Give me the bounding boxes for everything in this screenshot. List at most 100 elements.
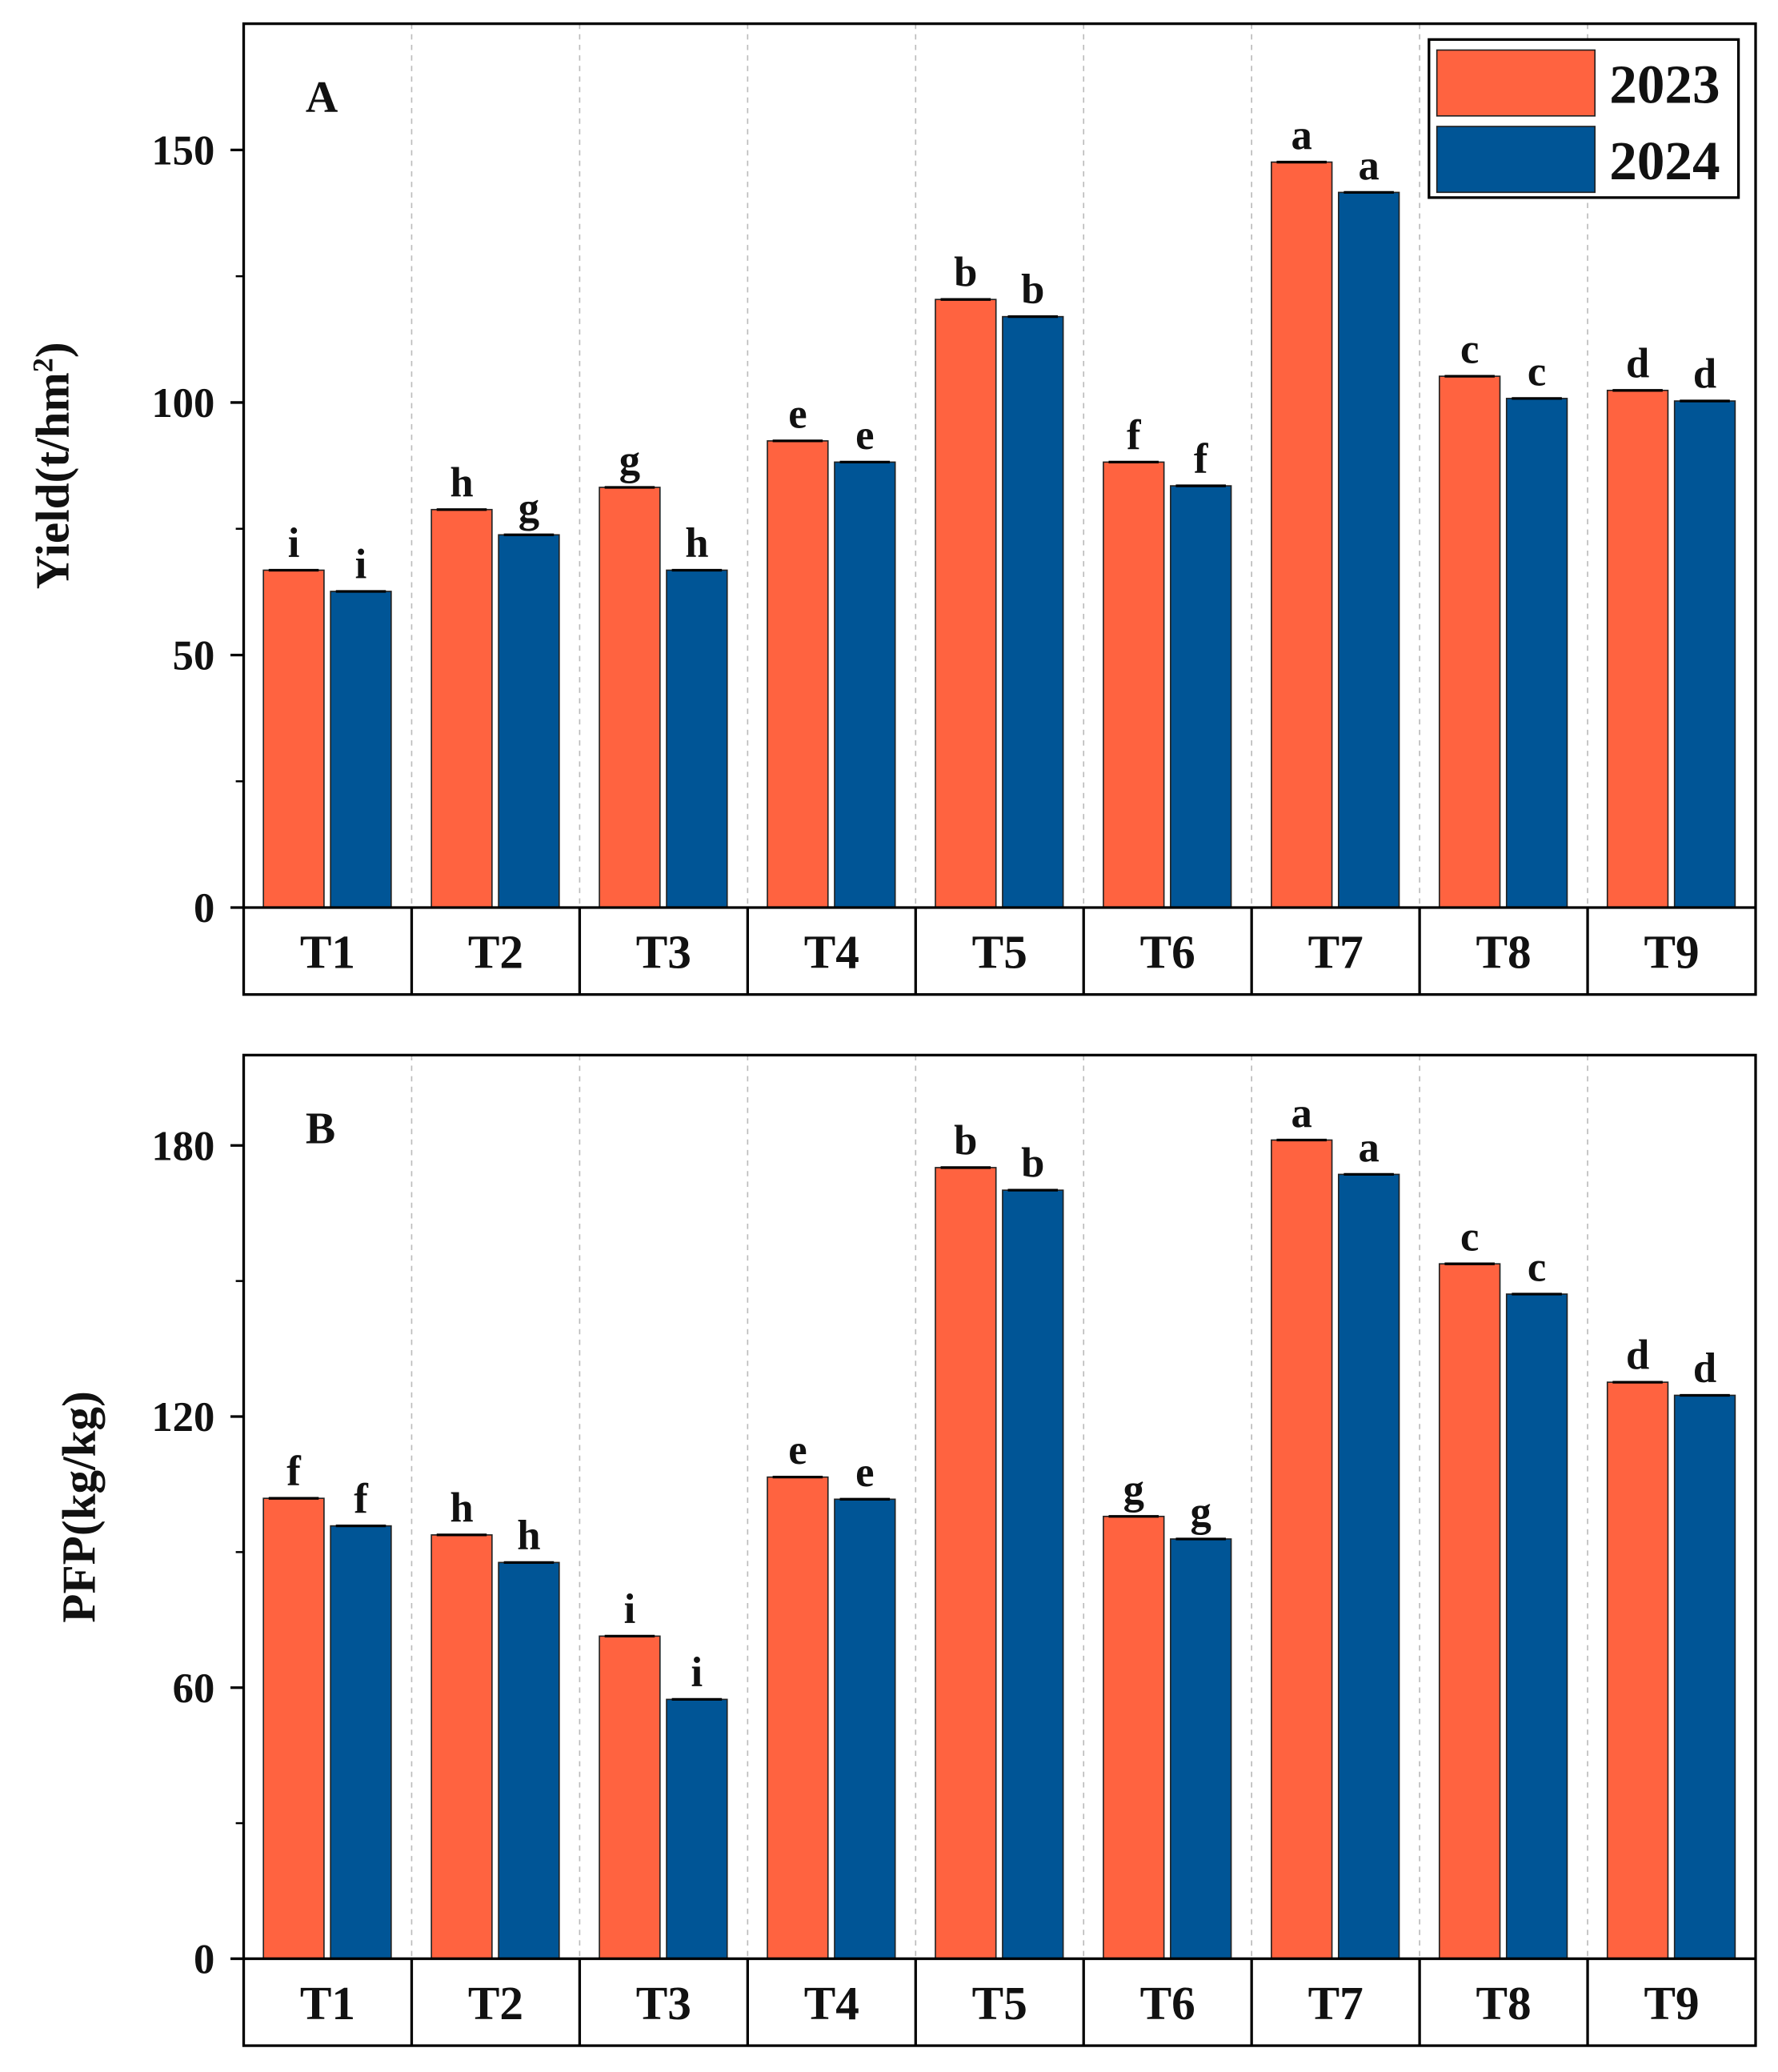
bar-2023-T5 xyxy=(935,1167,997,1960)
bar-2024-T6 xyxy=(1170,1538,1232,1960)
significance-letter: c xyxy=(1460,327,1479,373)
x-tick-label: T3 xyxy=(636,926,691,979)
y-axis-label: PFP(kg/kg) xyxy=(53,1391,106,1623)
bar-2023-T7 xyxy=(1271,161,1333,908)
bar-2024-T3 xyxy=(666,569,728,908)
bar-2023-T2 xyxy=(430,1534,493,1960)
significance-letter: d xyxy=(1626,340,1649,387)
bar-2023-T8 xyxy=(1438,1263,1501,1960)
legend-label-2024: 2024 xyxy=(1609,130,1720,191)
significance-letter: i xyxy=(691,1649,703,1696)
x-tick-label: T6 xyxy=(1140,926,1195,979)
significance-letter: b xyxy=(1021,1140,1044,1187)
x-tick-label: T2 xyxy=(468,1977,523,2030)
plot-frame xyxy=(242,1053,1757,2047)
x-tick-label: T4 xyxy=(804,1977,859,2030)
legend-swatch-2024 xyxy=(1436,126,1596,194)
significance-letter: h xyxy=(685,520,708,567)
panel-b: f h i e b g a c d f h i e b g a c d T1 T2 T3 T4 T5 T6 T7 T8 T9 0 60 1… xyxy=(53,1053,1757,2047)
x-tick-label: T6 xyxy=(1140,1977,1195,2030)
significance-letter: g xyxy=(619,438,640,484)
y-axis-label-close: ) xyxy=(26,342,79,358)
bar-2024-T2 xyxy=(498,534,560,908)
bar-2023-T6 xyxy=(1103,1515,1165,1960)
significance-letter: f xyxy=(286,1449,302,1495)
bar-2024-T5 xyxy=(1002,1189,1064,1960)
significance-letter: f xyxy=(1194,436,1209,483)
x-tick-label: T3 xyxy=(636,1977,691,2030)
bar-2023-T8 xyxy=(1438,375,1501,908)
significance-letter: e xyxy=(855,412,874,459)
significance-letter: h xyxy=(517,1513,540,1559)
significance-letter: c xyxy=(1528,1244,1546,1291)
significance-letter: c xyxy=(1460,1214,1479,1260)
x-tick-label: T2 xyxy=(468,926,523,979)
x-tick-label: T7 xyxy=(1308,926,1364,979)
bar-2023-T4 xyxy=(767,440,829,908)
y-axis-label-superscript: 2 xyxy=(27,358,59,372)
y-tick-label: 100 xyxy=(151,380,214,427)
panel-label: B xyxy=(306,1104,335,1154)
significance-letter: i xyxy=(624,1586,636,1633)
significance-letter: h xyxy=(450,459,473,506)
y-tick-label: 50 xyxy=(173,633,215,679)
bar-2023-T3 xyxy=(599,1635,661,1960)
significance-letter: b xyxy=(954,1117,977,1164)
significance-letter: d xyxy=(1693,351,1716,398)
significance-letter: i xyxy=(355,542,367,588)
bar-2024-T9 xyxy=(1673,400,1736,908)
bar-2023-T1 xyxy=(262,1497,325,1960)
significance-letter: e xyxy=(855,1449,874,1496)
significance-letter: g xyxy=(1191,1489,1211,1536)
bar-2024-T7 xyxy=(1337,191,1400,908)
y-axis-label-text: PFP(kg/kg) xyxy=(53,1391,106,1623)
significance-letter: i xyxy=(288,520,300,567)
bar-2024-T3 xyxy=(666,1698,728,1960)
bar-2024-T6 xyxy=(1170,485,1232,908)
significance-letter: e xyxy=(788,1427,807,1473)
bar-2023-T5 xyxy=(935,299,997,908)
legend: 2023 2024 xyxy=(1428,38,1740,199)
x-tick-label: T8 xyxy=(1476,926,1532,979)
significance-letter: g xyxy=(1123,1466,1144,1513)
bar-2023-T9 xyxy=(1606,1381,1669,1960)
x-tick-label: T7 xyxy=(1308,1977,1364,2030)
x-tick-label: T5 xyxy=(972,1977,1027,2030)
legend-label-2023: 2023 xyxy=(1609,53,1720,114)
plot-frame xyxy=(242,22,1757,996)
bar-2023-T1 xyxy=(262,569,325,908)
significance-letter: g xyxy=(519,485,539,531)
y-tick-label: 180 xyxy=(151,1123,214,1169)
x-tick-label: T9 xyxy=(1644,1977,1699,2030)
significance-letter: e xyxy=(788,391,807,437)
y-axis-label-text: Yield(t/hm xyxy=(26,372,79,589)
bar-2023-T3 xyxy=(599,487,661,908)
bar-2023-T7 xyxy=(1271,1139,1333,1960)
bar-2023-T2 xyxy=(430,508,493,908)
bar-2024-T7 xyxy=(1337,1173,1400,1960)
significance-letter: f xyxy=(1127,412,1142,459)
bar-2024-T8 xyxy=(1505,398,1568,908)
panel-label: A xyxy=(306,73,338,122)
y-tick-label: 150 xyxy=(151,128,214,174)
bar-2024-T1 xyxy=(330,1525,392,1960)
legend-swatch-2023 xyxy=(1436,49,1596,117)
x-tick-label: T9 xyxy=(1644,926,1699,979)
bar-2024-T5 xyxy=(1002,315,1064,908)
y-tick-label: 0 xyxy=(194,1937,214,1983)
y-tick-label: 120 xyxy=(151,1394,214,1441)
bar-2024-T4 xyxy=(834,461,896,908)
bar-2024-T9 xyxy=(1673,1394,1736,1960)
significance-letter: h xyxy=(450,1485,473,1531)
significance-letter: d xyxy=(1626,1333,1649,1379)
y-tick-label: 0 xyxy=(194,885,214,932)
significance-letter: a xyxy=(1358,142,1379,189)
y-axis-label: Yield(t/hm2) xyxy=(26,342,79,589)
bar-2024-T1 xyxy=(330,591,392,908)
significance-letter: f xyxy=(354,1476,369,1522)
significance-letter: c xyxy=(1528,348,1546,395)
significance-letter: b xyxy=(1021,267,1044,313)
y-tick-label: 60 xyxy=(173,1665,215,1712)
